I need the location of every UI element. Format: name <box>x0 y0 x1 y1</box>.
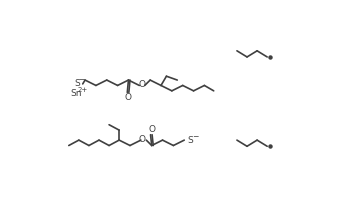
Text: O: O <box>138 80 145 89</box>
Text: O: O <box>148 125 155 134</box>
Text: Sn: Sn <box>70 89 82 98</box>
Text: 2+: 2+ <box>78 87 88 93</box>
Text: O: O <box>125 93 132 102</box>
Text: S: S <box>74 79 80 89</box>
Text: −: − <box>192 132 198 141</box>
Text: −: − <box>78 76 84 85</box>
Text: O: O <box>139 135 146 144</box>
Text: S: S <box>188 136 193 145</box>
